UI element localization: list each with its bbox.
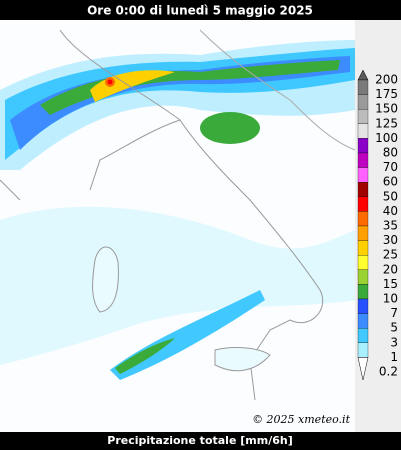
- legend-label: 50: [383, 189, 398, 203]
- title: Ore 0:00 di lunedì 5 maggio 2025: [87, 4, 313, 18]
- legend-label: 25: [383, 248, 398, 262]
- footer-bar: [0, 432, 401, 450]
- legend-label: 70: [383, 160, 398, 174]
- legend-label: 20: [383, 262, 398, 276]
- legend-label: 100: [375, 131, 398, 145]
- legend-swatch: [357, 284, 369, 300]
- legend-label: 3: [390, 335, 398, 349]
- legend-swatch: [357, 298, 369, 314]
- legend-label: 5: [390, 321, 398, 335]
- legend-label: 7: [390, 306, 398, 320]
- legend-swatch: [357, 196, 369, 212]
- legend-label: 35: [383, 219, 398, 233]
- legend-label: 30: [383, 233, 398, 247]
- legend-label: 60: [383, 175, 398, 189]
- legend-label: 125: [375, 116, 398, 130]
- title-bar: [0, 0, 401, 20]
- legend-swatch: [357, 123, 369, 139]
- legend-label: 10: [383, 292, 398, 306]
- legend-swatch: [357, 328, 369, 343]
- legend-swatch: [357, 269, 369, 285]
- legend-swatch: [357, 138, 369, 154]
- legend-swatch: [357, 182, 369, 197]
- legend-label: 200: [375, 73, 398, 87]
- legend-swatch: [357, 79, 369, 95]
- legend-arrow: [357, 357, 369, 381]
- legend-label: 80: [383, 146, 398, 160]
- legend-label: 150: [375, 102, 398, 116]
- legend-swatch: [357, 255, 369, 270]
- legend-label: 15: [383, 277, 398, 291]
- legend-swatch: [357, 152, 369, 168]
- footer-caption: Precipitazione totale [mm/6h]: [107, 434, 292, 447]
- legend-swatch: [357, 225, 369, 241]
- legend-swatch: [357, 313, 369, 329]
- legend-swatch: [357, 94, 369, 110]
- legend-label: 0.2: [379, 365, 398, 379]
- legend-label: 1: [390, 350, 398, 364]
- legend-swatch: [357, 211, 369, 227]
- legend-swatch: [357, 342, 369, 358]
- map: © 2025 xmeteo.it: [0, 20, 356, 432]
- legend-label: 175: [375, 87, 398, 101]
- legend-swatch: [357, 109, 369, 124]
- legend: 2001751501251008070605040353025201510753…: [357, 69, 398, 381]
- legend-swatch: [357, 167, 369, 183]
- credit: © 2025 xmeteo.it: [252, 413, 351, 426]
- legend-label: 40: [383, 204, 398, 218]
- legend-swatch: [357, 240, 369, 256]
